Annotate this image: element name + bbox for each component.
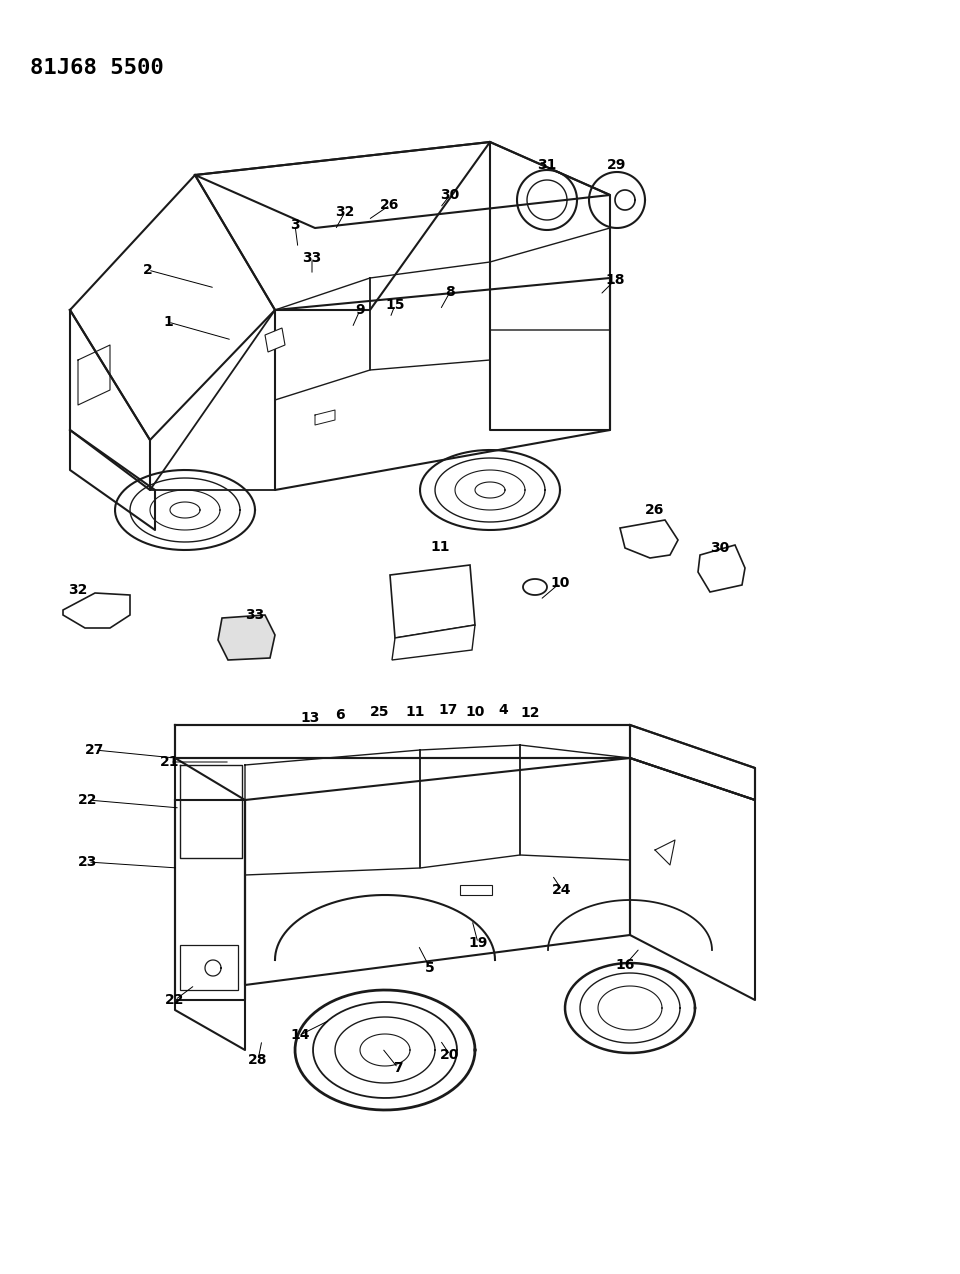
- Text: 13: 13: [300, 711, 320, 725]
- Text: 15: 15: [385, 298, 405, 312]
- Text: 21: 21: [160, 755, 180, 769]
- Polygon shape: [392, 626, 475, 660]
- Text: 33: 33: [246, 608, 265, 622]
- Polygon shape: [265, 327, 285, 352]
- Text: 26: 26: [645, 503, 664, 517]
- Text: 8: 8: [445, 285, 455, 299]
- Text: 17: 17: [439, 703, 458, 717]
- Text: 6: 6: [335, 708, 345, 722]
- Text: 4: 4: [498, 703, 508, 717]
- Polygon shape: [620, 520, 678, 558]
- Text: 3: 3: [290, 218, 300, 232]
- Bar: [180, 945, 238, 990]
- Text: 22: 22: [165, 992, 184, 1006]
- Text: 31: 31: [538, 158, 557, 172]
- Text: 18: 18: [605, 273, 625, 287]
- Text: 25: 25: [371, 705, 390, 719]
- Text: 30: 30: [710, 541, 730, 555]
- Text: 24: 24: [552, 883, 572, 897]
- Text: 16: 16: [615, 958, 635, 972]
- Text: 28: 28: [249, 1054, 268, 1068]
- Text: 9: 9: [355, 303, 365, 317]
- Text: 10: 10: [466, 705, 485, 719]
- Text: 33: 33: [302, 251, 322, 265]
- Text: 2: 2: [143, 262, 153, 276]
- Text: 30: 30: [441, 189, 460, 203]
- Text: 32: 32: [335, 205, 354, 219]
- Bar: [460, 885, 492, 896]
- Text: 14: 14: [290, 1028, 310, 1042]
- Text: 20: 20: [441, 1049, 460, 1063]
- Polygon shape: [698, 545, 745, 592]
- Text: 1: 1: [163, 315, 173, 329]
- Text: 12: 12: [520, 706, 540, 720]
- Text: 32: 32: [68, 583, 87, 598]
- Text: 81J68 5500: 81J68 5500: [30, 59, 164, 78]
- Text: 19: 19: [468, 936, 488, 950]
- Text: 27: 27: [85, 743, 105, 757]
- Text: 22: 22: [79, 792, 98, 806]
- Text: 29: 29: [608, 158, 627, 172]
- Text: 26: 26: [380, 197, 399, 211]
- Polygon shape: [523, 578, 547, 595]
- Text: 10: 10: [550, 576, 569, 590]
- Polygon shape: [390, 564, 475, 638]
- Text: 7: 7: [394, 1061, 403, 1075]
- Polygon shape: [218, 615, 275, 660]
- Text: 11: 11: [405, 705, 424, 719]
- Polygon shape: [63, 592, 130, 628]
- Text: 5: 5: [425, 961, 435, 975]
- Text: 11: 11: [430, 540, 449, 554]
- Text: 23: 23: [79, 855, 98, 869]
